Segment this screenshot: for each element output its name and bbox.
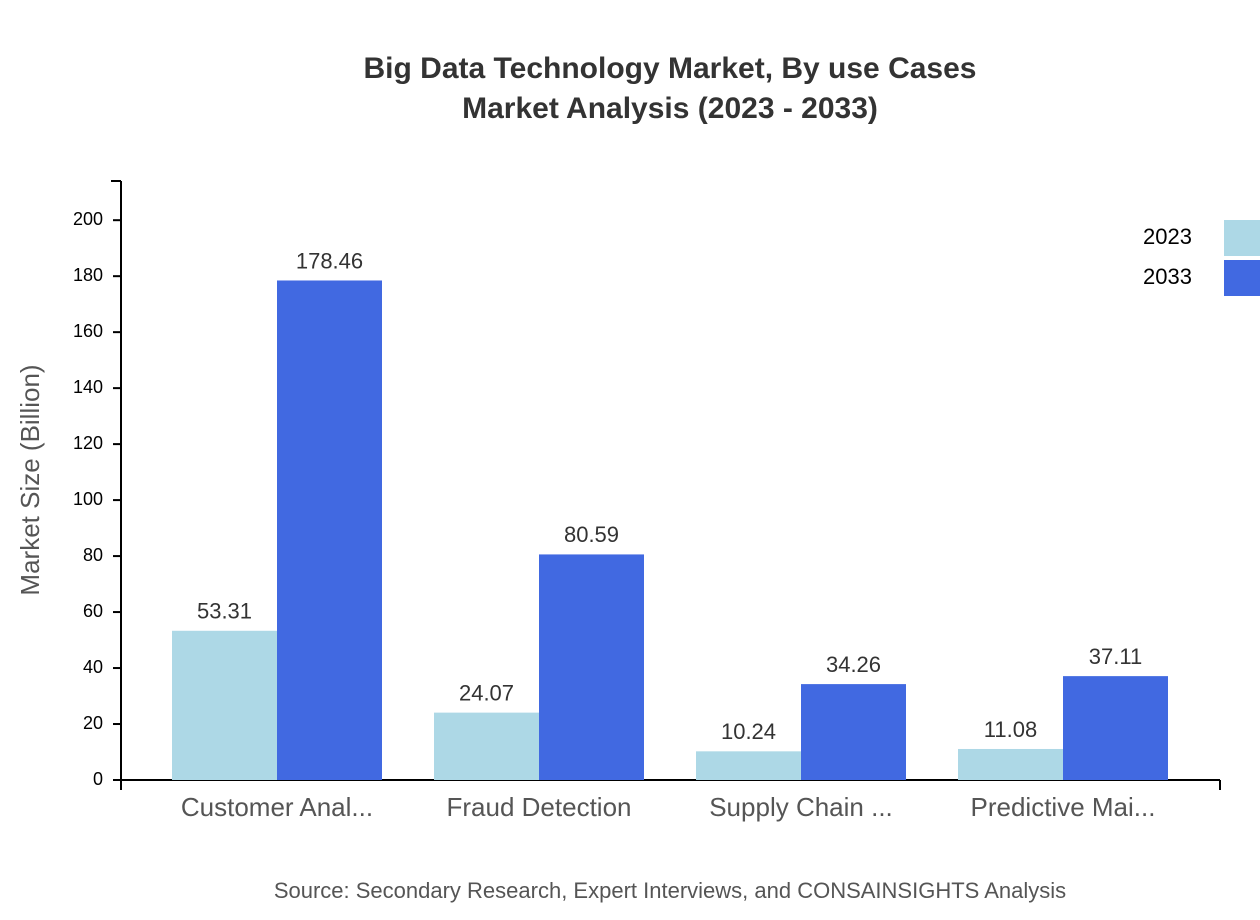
x-tick-label: Predictive Mai... bbox=[971, 792, 1156, 822]
y-tick-label: 100 bbox=[73, 489, 103, 509]
y-tick-label: 0 bbox=[93, 769, 103, 789]
y-tick-label: 140 bbox=[73, 377, 103, 397]
value-label: 80.59 bbox=[564, 522, 619, 547]
y-tick-label: 20 bbox=[83, 713, 103, 733]
bar bbox=[277, 280, 382, 780]
y-tick-label: 40 bbox=[83, 657, 103, 677]
legend-label: 2033 bbox=[1143, 264, 1192, 289]
y-axis-label: Market Size (Billion) bbox=[15, 364, 45, 595]
bar bbox=[801, 684, 906, 780]
value-label: 37.11 bbox=[1089, 644, 1142, 669]
chart-subtitle: Market Analysis (2023 - 2033) bbox=[462, 92, 878, 125]
value-label: 11.08 bbox=[984, 717, 1037, 742]
legend-swatch bbox=[1224, 220, 1260, 256]
legend-swatch bbox=[1224, 260, 1260, 296]
y-tick-label: 80 bbox=[83, 545, 103, 565]
y-tick-label: 180 bbox=[73, 265, 103, 285]
value-label: 10.24 bbox=[721, 719, 776, 744]
y-tick-label: 120 bbox=[73, 433, 103, 453]
y-tick-label: 160 bbox=[73, 321, 103, 341]
source-note: Source: Secondary Research, Expert Inter… bbox=[274, 878, 1066, 903]
x-tick-label: Fraud Detection bbox=[447, 792, 632, 822]
x-tick-label: Supply Chain ... bbox=[709, 792, 893, 822]
bar bbox=[1063, 676, 1168, 780]
y-tick-label: 200 bbox=[73, 209, 103, 229]
value-label: 53.31 bbox=[197, 599, 252, 624]
chart-title: Big Data Technology Market, By use Cases bbox=[364, 52, 977, 85]
bar bbox=[434, 712, 539, 780]
value-label: 24.07 bbox=[459, 680, 514, 705]
bar bbox=[172, 630, 277, 780]
bar bbox=[958, 748, 1063, 780]
value-label: 34.26 bbox=[826, 652, 881, 677]
legend-label: 2023 bbox=[1143, 224, 1192, 249]
x-tick-label: Customer Anal... bbox=[181, 792, 373, 822]
y-tick-label: 60 bbox=[83, 601, 103, 621]
value-label: 178.46 bbox=[296, 248, 363, 273]
bar bbox=[696, 751, 801, 780]
bar bbox=[539, 554, 644, 780]
